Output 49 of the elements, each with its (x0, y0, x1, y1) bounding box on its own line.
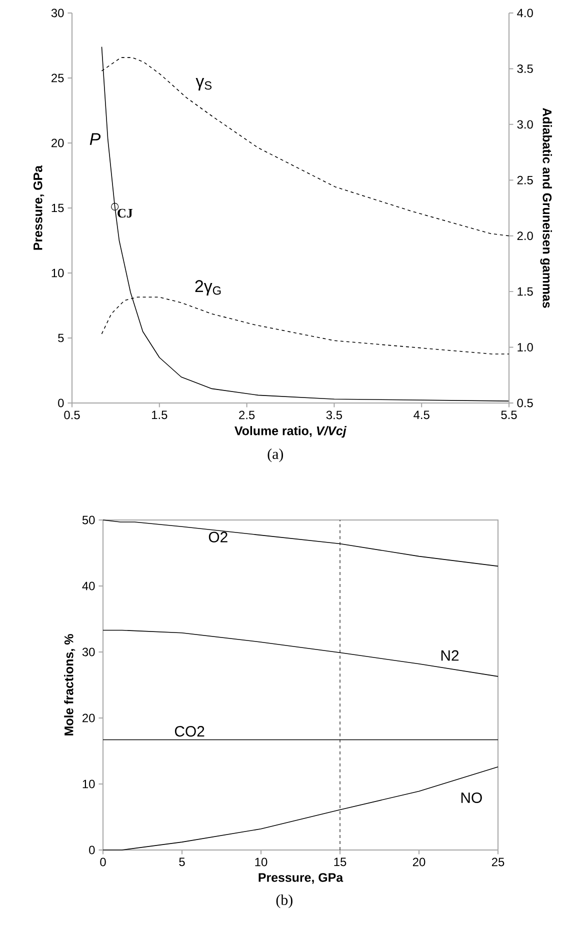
series-label: O2 (208, 532, 228, 542)
series-label: N2 (441, 650, 459, 661)
series-label: CO2 (174, 726, 204, 737)
series-label: P (90, 133, 101, 145)
y2-tick-label: 2.0 (517, 232, 533, 240)
y-tick-label: 20 (52, 138, 64, 148)
y-tick-label: 10 (52, 268, 64, 278)
y-axis-title: Pressure, GPa (33, 165, 44, 250)
y-tick-label: 20 (82, 714, 95, 722)
x-tick-label: 0.5 (64, 410, 80, 420)
x-axis-title: Pressure, GPa (258, 873, 344, 884)
x-tick-label: 0 (100, 858, 106, 866)
series-label: NO (461, 792, 482, 804)
x-tick-label: 2.5 (239, 410, 255, 420)
y2-tick-label: 3.0 (517, 120, 533, 129)
y2-tick-label: 0.5 (517, 398, 533, 408)
y-tick-label: 10 (82, 780, 95, 788)
y-tick-label: 15 (52, 204, 64, 212)
x-tick-label: 4.5 (414, 410, 430, 420)
y-tick-label: 25 (52, 74, 64, 82)
y2-tick-label: 1.0 (518, 343, 533, 352)
annotation: CJ (118, 208, 132, 218)
x-tick-label: 20 (412, 858, 426, 866)
text: (b) (276, 894, 292, 908)
line-series (101, 46, 510, 402)
y-tick-label: 0 (89, 846, 95, 854)
y-tick-label: 50 (82, 516, 95, 524)
text: (a) (268, 448, 284, 462)
y-tick-label: 5 (58, 334, 64, 342)
series-label: γ$_{S}$ (196, 78, 212, 90)
x-tick-label: 25 (492, 858, 504, 866)
y2-axis-title: Adiabatic and Gruneisen gammas (540, 108, 552, 308)
y-axis-title: Mole fractions, % (64, 634, 76, 736)
y-tick-label: 30 (82, 648, 95, 656)
y-tick-label: 30 (51, 8, 64, 18)
x-tick-label: 5.5 (501, 410, 517, 420)
y2-tick-label: 2.5 (517, 176, 533, 184)
x-tick-label: 3.5 (326, 410, 342, 420)
series-label: 2γ$_{G}$ (195, 280, 221, 296)
y2-tick-label: 1.5 (518, 287, 533, 296)
x-tick-label: 5 (179, 858, 185, 866)
y2-tick-label: 4.0 (517, 8, 533, 18)
y-tick-label: 0 (58, 398, 64, 408)
x-tick-label: 1.5 (152, 410, 168, 420)
y-tick-label: 40 (82, 582, 95, 590)
x-axis-title: Volume ratio, V/Vcj (234, 426, 347, 438)
x-tick-label: 15 (334, 858, 346, 866)
x-tick-label: 10 (255, 858, 268, 866)
y2-tick-label: 3.5 (517, 64, 533, 73)
